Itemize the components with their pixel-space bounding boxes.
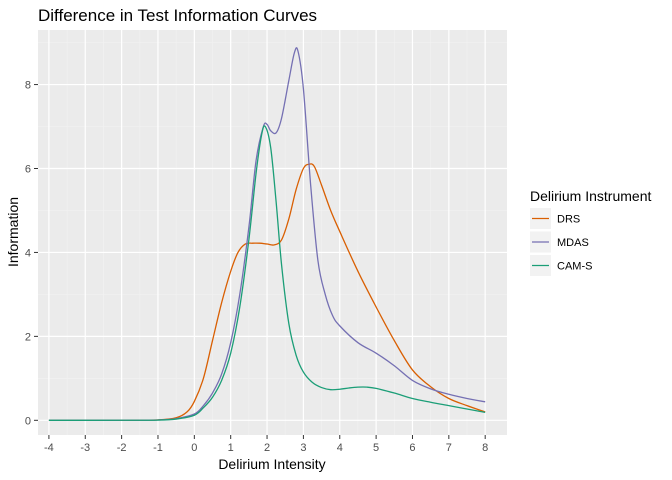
x-tick-label: 3 (300, 442, 306, 454)
legend-label: MDAS (557, 237, 589, 249)
y-tick-label: 0 (25, 415, 31, 427)
x-tick-label: -2 (117, 442, 127, 454)
x-tick-label: -4 (44, 442, 54, 454)
legend-title: Delirium Instrument (530, 188, 651, 204)
y-axis-ticks: 0 2 4 6 8 (25, 80, 38, 427)
y-axis-label: Information (5, 197, 21, 267)
x-tick-label: 0 (191, 442, 197, 454)
x-tick-label: 8 (482, 442, 488, 454)
y-tick-label: 4 (25, 247, 31, 259)
x-tick-label: 7 (446, 442, 452, 454)
x-tick-label: 4 (337, 442, 343, 454)
x-tick-label: 2 (264, 442, 270, 454)
y-tick-label: 6 (25, 163, 31, 175)
legend-label: CAM-S (557, 261, 592, 273)
y-tick-label: 2 (25, 331, 31, 343)
x-tick-label: 1 (228, 442, 234, 454)
series-line-mdas (48, 47, 486, 421)
x-tick-label: -3 (80, 442, 90, 454)
x-tick-label: 5 (373, 442, 379, 454)
x-tick-label: 6 (409, 442, 415, 454)
series-line-drs (48, 163, 486, 421)
x-tick-label: -1 (153, 442, 163, 454)
chart-title: Difference in Test Information Curves (38, 6, 317, 25)
series-line-cam-s (48, 125, 486, 421)
x-axis-ticks: -4 -3 -2 -1 0 1 2 3 4 5 6 7 8 (44, 435, 488, 454)
x-axis-label: Delirium Intensity (218, 456, 325, 472)
legend-label: DRS (557, 214, 580, 226)
series-lines (48, 47, 486, 421)
y-tick-label: 8 (25, 80, 31, 92)
legend: Delirium Instrument DRS MDAS CAM-S (530, 188, 651, 276)
plot-panel (38, 30, 507, 435)
legend-items: DRS MDAS CAM-S (530, 208, 592, 276)
